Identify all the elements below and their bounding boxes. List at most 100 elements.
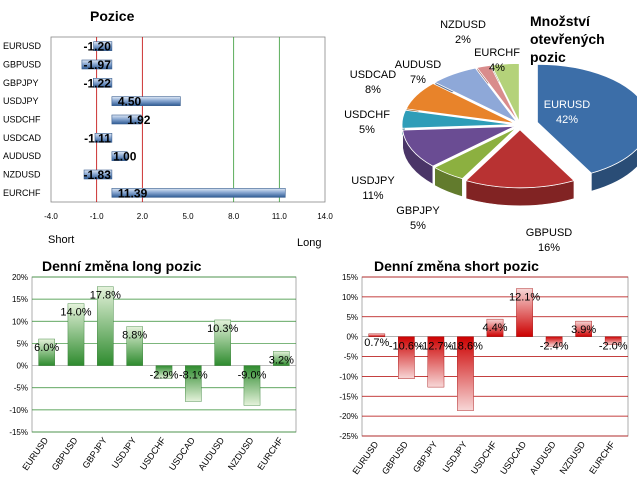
bar-usdchf	[155, 365, 173, 379]
daily-short-title: Denní změna short pozic	[374, 258, 539, 274]
bar-eurusd	[368, 333, 386, 337]
pie-label-audusd: AUDUSD	[395, 59, 442, 71]
y-tick-label: -10%	[9, 406, 28, 415]
data-label-usdchf: 4.4%	[482, 322, 507, 334]
bar-usdjpy	[126, 326, 143, 366]
pie-slice-audusd	[434, 67, 517, 123]
position-bar-usdcad	[94, 133, 113, 143]
bar-gbpjpy	[427, 336, 445, 388]
data-label-audusd: 10.3%	[207, 323, 238, 335]
pie-tops	[401, 63, 637, 189]
x-tick-label: -4.0	[44, 212, 58, 221]
x-tick-label: 5.0	[182, 212, 194, 221]
data-label-usdcad: 12.1%	[509, 292, 540, 304]
x-category-label: GBPJPY	[80, 435, 109, 470]
pie-percent-eurchf: 4%	[489, 62, 505, 74]
pie-slice-eurusd	[537, 63, 637, 174]
positions-chart-title: Pozice	[90, 8, 135, 24]
bar-usdcad	[516, 288, 533, 337]
category-label-nzdusd: NZDUSD	[3, 170, 41, 180]
pie-percent-eurusd: 42%	[556, 114, 578, 126]
category-label-gbpusd: GBPUSD	[3, 60, 42, 70]
pie-label-usdjpy: USDJPY	[351, 175, 395, 187]
pie-percent-gbpjpy: 5%	[410, 220, 426, 232]
pie-label-gbpjpy: GBPJPY	[396, 205, 440, 217]
pie-percent-usdchf: 5%	[359, 124, 375, 136]
x-category-label: EURUSD	[350, 439, 380, 476]
x-category-label: USDCHF	[469, 439, 499, 476]
x-category-label: USDCHF	[138, 435, 168, 472]
position-bar-usdchf	[111, 114, 142, 125]
data-label-nzdusd: -9.0%	[238, 370, 267, 382]
position-bar-audusd	[111, 151, 128, 161]
bar-usdchf	[486, 318, 504, 337]
bar-eurchf	[604, 336, 622, 345]
x-category-label: AUDUSD	[528, 439, 558, 476]
data-label-usdchf: -2.9%	[150, 370, 179, 382]
x-category-label: USDJPY	[110, 435, 139, 470]
position-value-label: -1.20	[84, 40, 112, 54]
data-label-gbpusd: -10.6%	[389, 341, 424, 353]
category-label-usdcad: USDCAD	[3, 133, 42, 143]
x-category-label: EURCHF	[255, 435, 285, 472]
pie-percent-nzdusd: 2%	[455, 34, 471, 46]
category-label-gbpjpy: GBPJPY	[3, 78, 39, 88]
daily-long-change-chart: Denní změna long pozic 20% 15% 10% 5% 0% -5% -…	[9, 258, 297, 472]
x-category-label: USDCAD	[498, 439, 528, 476]
y-tick-label: 15%	[342, 273, 358, 282]
data-label-eurusd: 0.7%	[364, 337, 389, 349]
y-tick-label: -15%	[9, 428, 28, 437]
long-label: Long	[297, 237, 321, 249]
x-category-label: GBPUSD	[50, 435, 80, 472]
pie-slice-gbpjpy	[433, 127, 517, 180]
data-label-eurchf: -2.0%	[599, 341, 628, 353]
data-label-usdcad: -8.1%	[179, 370, 208, 382]
y-tick-label: -25%	[339, 432, 358, 441]
bar-eurusd	[38, 338, 55, 366]
positions-chart: Pozice -4.0 -1.0 2.0 5.0 8.0 11.0 14.0 EURUSD -1…	[3, 8, 333, 249]
pie-percent-gbpusd: 16%	[538, 242, 560, 254]
position-value-label: -1.22	[84, 76, 112, 90]
position-bar-gbpusd	[81, 59, 113, 70]
y-tick-label: 10%	[342, 293, 358, 302]
pie-label-usdchf: USDCHF	[344, 109, 390, 121]
pie-label-gbpusd: GBPUSD	[526, 227, 573, 239]
y-tick-label: -20%	[339, 412, 358, 421]
pie-title-line-3: pozic	[530, 49, 566, 65]
x-tick-label: -1.0	[90, 212, 104, 221]
data-label-gbpjpy: 17.8%	[90, 290, 121, 302]
pie-label-nzdusd: NZDUSD	[440, 19, 486, 31]
bar-gbpusd	[67, 303, 85, 366]
bar-usdcad	[185, 365, 202, 402]
category-label-eurchf: EURCHF	[3, 188, 41, 198]
category-label-audusd: AUDUSD	[3, 151, 42, 161]
position-value-label: -1.11	[84, 131, 111, 145]
pie-percent-audusd: 7%	[410, 74, 426, 86]
x-category-label: AUDUSD	[196, 435, 226, 472]
pie-slice-usdjpy	[402, 126, 515, 167]
pie-slice-eurchf	[490, 63, 520, 122]
position-bar-gbpjpy	[93, 78, 113, 88]
data-label-eurchf: 3.2%	[269, 354, 294, 366]
y-tick-label: 0%	[16, 362, 28, 371]
x-tick-label: 2.0	[137, 212, 149, 221]
x-tick-label: 8.0	[228, 212, 240, 221]
bar-nzdusd	[575, 320, 592, 337]
daily-short-change-chart: Denní změna short pozic 15% 10% 5% 0% -5% -10…	[339, 258, 629, 476]
position-value-label: -1.83	[84, 168, 112, 182]
position-bar-eurusd	[93, 41, 113, 51]
category-label-eurusd: EURUSD	[3, 41, 42, 51]
bar-usdjpy	[457, 336, 474, 411]
y-tick-label: -5%	[344, 353, 358, 362]
y-tick-label: -15%	[339, 392, 358, 401]
y-tick-label: 20%	[12, 273, 28, 282]
data-label-usdjpy: -18.6%	[448, 341, 483, 353]
bar-audusd	[545, 336, 563, 347]
position-value-label: 11.39	[118, 186, 148, 200]
bar-eurchf	[273, 351, 290, 366]
data-label-gbpjpy: -12.7%	[418, 341, 453, 353]
y-tick-label: 15%	[12, 295, 28, 304]
bar-audusd	[214, 319, 231, 366]
y-tick-label: 10%	[12, 317, 28, 326]
